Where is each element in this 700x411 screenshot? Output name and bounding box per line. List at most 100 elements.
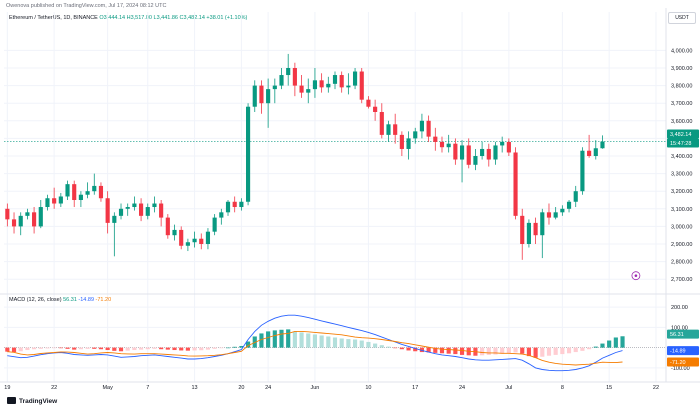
macd-line-badge-text: -14.89: [670, 349, 686, 355]
candle: [112, 212, 117, 257]
candle: [339, 71, 344, 93]
candle-body: [72, 184, 77, 200]
candle-body: [239, 201, 244, 208]
candle-body: [393, 124, 398, 135]
macd-hist-bar: [185, 347, 190, 351]
macd-hist-bar: [232, 346, 237, 348]
candle: [159, 200, 164, 227]
macd-hist-badge: 56.31: [667, 329, 699, 339]
candle: [5, 203, 10, 227]
ohlc-values: O3,444.14 H3,517.00 L3,441.86 C3,482.14 …: [99, 15, 248, 21]
event-marker-dot: [634, 274, 638, 277]
macd-hist-badge-text: 56.31: [670, 332, 684, 338]
macd-hist-bar: [25, 347, 30, 351]
time-tick-label: 15: [606, 385, 612, 391]
macd-hist-bar: [399, 347, 404, 350]
price-tick-label: 3,000.00: [671, 224, 692, 230]
candle-body: [506, 141, 511, 153]
last-price-value: 3,482.14: [670, 132, 691, 138]
candle: [580, 147, 585, 195]
candle: [386, 120, 391, 142]
macd-hist-bar: [433, 347, 438, 353]
time-tick-label: 22: [51, 385, 57, 391]
macd-hist-bar: [139, 347, 144, 350]
macd-hist-bar: [105, 347, 110, 351]
candle: [92, 173, 97, 195]
candle: [172, 224, 177, 241]
candle: [540, 208, 545, 259]
macd-hist-bar: [359, 340, 364, 348]
symbol-legend[interactable]: Ethereum / TetherUS, 1D, BINANCE O3,444.…: [9, 15, 247, 21]
macd-line-badge: -14.89: [667, 346, 699, 356]
macd-hist-bar: [58, 347, 63, 349]
macd-hist-bar: [199, 347, 204, 351]
candle-body: [446, 143, 451, 148]
candle-body: [98, 185, 104, 199]
candle-body: [346, 85, 351, 88]
macd-hist-bar: [506, 347, 511, 354]
candle: [373, 99, 378, 121]
tradingview-logo[interactable]: TradingView: [7, 397, 57, 405]
candle: [413, 127, 418, 144]
candle: [279, 68, 284, 90]
tradingview-logo-icon: [7, 397, 16, 404]
macd-hist-bar: [513, 347, 518, 353]
candle: [179, 226, 184, 250]
last-price-badge-bg: [667, 129, 699, 139]
candle-body: [185, 242, 190, 246]
candle-body: [566, 201, 572, 209]
macd-hist-bar: [419, 347, 425, 353]
candle: [252, 80, 257, 112]
time-tick-label: 20: [238, 385, 244, 391]
macd-hist-bar: [266, 331, 271, 348]
candle: [593, 140, 598, 160]
candle-body: [18, 215, 23, 227]
candle: [25, 208, 30, 220]
candle: [219, 208, 224, 225]
candle: [459, 140, 465, 183]
candle: [473, 148, 478, 171]
candle: [212, 214, 217, 236]
candle: [506, 138, 511, 156]
currency-button[interactable]: USDT: [668, 12, 696, 24]
candle-body: [312, 80, 318, 90]
macd-hist-value: 56.31: [63, 297, 77, 303]
macd-hist-bar: [225, 347, 231, 349]
candle-body: [473, 156, 478, 165]
candle-body: [439, 141, 445, 148]
candle: [419, 113, 425, 139]
candle-body: [399, 134, 404, 149]
candle-body: [299, 85, 304, 93]
signal-line-badge-text: -71.20: [670, 360, 686, 366]
candle: [165, 214, 170, 239]
candle-body: [453, 143, 458, 160]
candle: [493, 141, 498, 165]
candle-body: [600, 141, 605, 149]
candle: [426, 115, 431, 142]
candle: [152, 196, 157, 213]
candle-body: [45, 198, 50, 208]
macd-hist-bar: [45, 347, 50, 349]
signal-line: [7, 330, 623, 366]
macd-hist-bar: [593, 346, 598, 348]
candle-body: [580, 150, 585, 192]
last-price-badge: 3,482.14 15:47:28: [667, 129, 699, 148]
candle: [185, 238, 190, 252]
candle: [78, 191, 83, 208]
macd-hist-bar: [292, 331, 297, 348]
macd-hist-bar: [613, 337, 618, 348]
candle: [533, 217, 538, 244]
candle-body: [286, 68, 291, 76]
candle-body: [480, 148, 485, 156]
candle-body: [105, 198, 110, 223]
macd-hist-bar: [112, 347, 117, 351]
candle-body: [433, 136, 438, 142]
countdown-badge-bg: [667, 138, 699, 148]
macd-hist-bar: [286, 329, 291, 348]
candle: [406, 131, 411, 160]
macd-hist-bar: [98, 347, 104, 350]
macd-hist-bar: [299, 332, 304, 348]
macd-legend[interactable]: MACD (12, 26, close) 56.31 -14.89 -71.20: [9, 297, 111, 303]
candle: [145, 203, 150, 220]
